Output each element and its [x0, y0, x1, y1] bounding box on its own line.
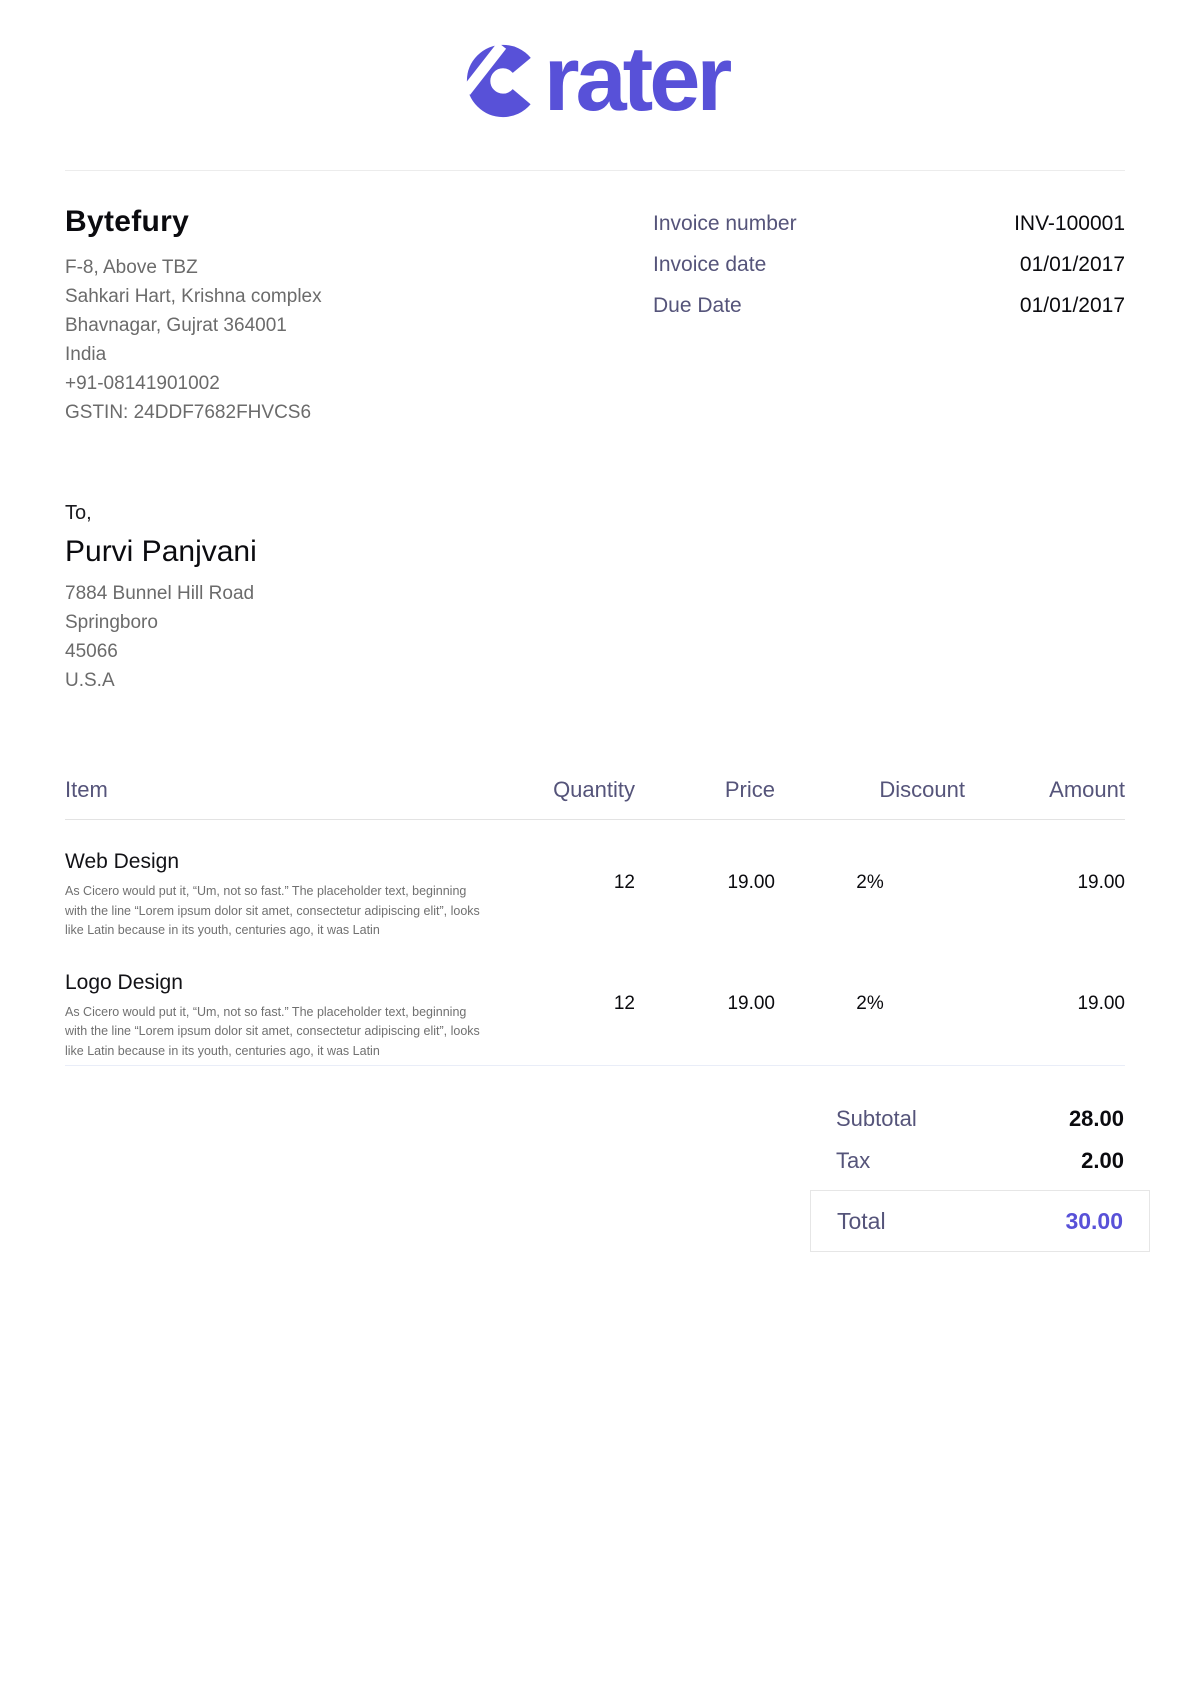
- table-row: Web Design As Cicero would put it, “Um, …: [65, 850, 1125, 941]
- item-discount: 2%: [856, 872, 884, 893]
- due-date-label: Due Date: [653, 294, 742, 317]
- bill-to-block: To, Purvi Panjvani 7884 Bunnel Hill Road…: [65, 499, 1125, 695]
- company-address-line: India: [65, 344, 107, 365]
- subtotal-row: Subtotal 28.00: [810, 1106, 1150, 1132]
- due-date-value: 01/01/2017: [1019, 294, 1125, 317]
- item-description: As Cicero would put it, “Um, not so fast…: [65, 884, 480, 937]
- item-amount: 19.00: [1077, 992, 1125, 1014]
- invoice-date-label: Invoice date: [653, 253, 767, 276]
- items-header-divider: [65, 819, 1125, 820]
- subtotal-value: 28.00: [1068, 1106, 1124, 1131]
- crater-logo-c-icon: [461, 42, 539, 118]
- tax-value: 2.00: [1081, 1148, 1124, 1173]
- company-gstin: GSTIN: 24DDF7682FHVCS6: [65, 402, 312, 423]
- bill-to-address-line: 45066: [65, 641, 118, 662]
- invoice-number-value: INV-100001: [1014, 212, 1125, 235]
- totals-inner: Subtotal 28.00 Tax 2.00 Total 30.00: [810, 1106, 1150, 1252]
- bill-to-address-line: 7884 Bunnel Hill Road: [65, 583, 255, 604]
- crater-logo-text: rater: [543, 28, 733, 130]
- bill-to-address-line: U.S.A: [65, 670, 115, 691]
- crater-logo: rater: [461, 28, 733, 130]
- header-section: Bytefury F-8, Above TBZ Sahkari Hart, Kr…: [65, 171, 1125, 427]
- items-table-header: Item Quantity Price Discount Amount: [65, 777, 1125, 819]
- item-cell: Web Design As Cicero would put it, “Um, …: [65, 850, 485, 941]
- bill-to-address: 7884 Bunnel Hill Road Springboro 45066 U…: [65, 579, 1125, 695]
- item-quantity: 12: [613, 992, 635, 1014]
- company-address-line: Bhavnagar, Gujrat 364001: [65, 315, 287, 336]
- item-price: 19.00: [727, 992, 775, 1014]
- item-description: As Cicero would put it, “Um, not so fast…: [65, 1004, 480, 1058]
- tax-row: Tax 2.00: [810, 1148, 1150, 1174]
- due-date-row: Due Date 01/01/2017: [653, 293, 1125, 319]
- column-header-amount: Amount: [1049, 777, 1125, 802]
- company-address-line: F-8, Above TBZ: [65, 257, 198, 278]
- company-phone: +91-08141901002: [65, 373, 220, 394]
- company-address-line: Sahkari Hart, Krishna complex: [65, 286, 322, 307]
- company-name: Bytefury: [65, 205, 190, 238]
- total-label: Total: [837, 1207, 886, 1234]
- invoice-date-row: Invoice date 01/01/2017: [653, 252, 1125, 278]
- invoice-number-label: Invoice number: [653, 212, 797, 235]
- header-divider: [65, 170, 1125, 171]
- column-header-quantity: Quantity: [553, 777, 635, 802]
- item-cell: Logo Design As Cicero would put it, “Um,…: [65, 971, 485, 1062]
- total-value: 30.00: [1065, 1207, 1123, 1234]
- items-table: Item Quantity Price Discount Amount Web …: [65, 777, 1125, 1066]
- column-header-item: Item: [65, 777, 108, 802]
- invoice-meta: Invoice number INV-100001 Invoice date 0…: [653, 205, 1125, 427]
- column-header-discount: Discount: [879, 777, 965, 802]
- table-row: Logo Design As Cicero would put it, “Um,…: [65, 971, 1125, 1062]
- company-block: Bytefury F-8, Above TBZ Sahkari Hart, Kr…: [65, 205, 545, 427]
- items-bottom-divider: [65, 1065, 1125, 1066]
- bill-to-intro: To,: [65, 502, 92, 524]
- item-quantity: 12: [613, 872, 635, 893]
- item-amount: 19.00: [1077, 872, 1125, 893]
- column-header-price: Price: [724, 777, 775, 802]
- bill-to-address-line: Springboro: [65, 612, 158, 633]
- item-price: 19.00: [727, 872, 775, 893]
- item-name: Web Design: [65, 850, 180, 873]
- subtotal-label: Subtotal: [836, 1106, 917, 1131]
- item-name: Logo Design: [65, 970, 183, 994]
- logo-row: rater: [0, 0, 1190, 130]
- totals-section: Subtotal 28.00 Tax 2.00 Total 30.00: [65, 1066, 1150, 1252]
- item-discount: 2%: [856, 992, 884, 1014]
- total-box: Total 30.00: [810, 1190, 1150, 1252]
- tax-label: Tax: [836, 1148, 871, 1173]
- invoice-number-row: Invoice number INV-100001: [653, 211, 1125, 237]
- bill-to-name: Purvi Panjvani: [65, 535, 257, 568]
- company-address: F-8, Above TBZ Sahkari Hart, Krishna com…: [65, 253, 545, 427]
- invoice-date-value: 01/01/2017: [1019, 253, 1125, 276]
